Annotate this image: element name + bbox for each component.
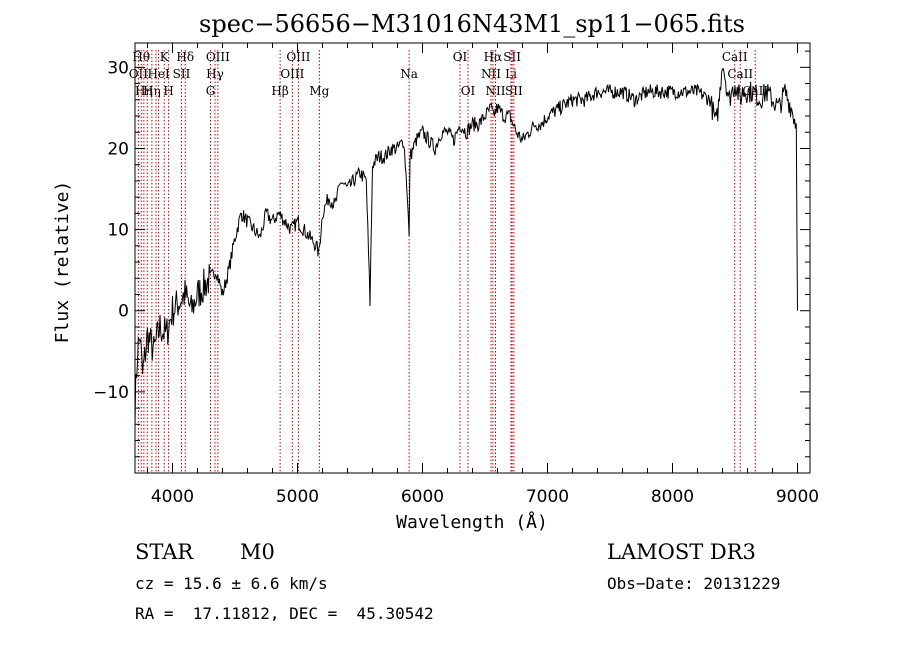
line-label-25: SII	[503, 50, 521, 64]
line-label-2: Hη	[135, 84, 153, 98]
line-label-20: OI	[461, 84, 476, 98]
line-label-18: Na	[400, 67, 418, 81]
line-label-10: Hδ	[176, 50, 194, 64]
line-label-27: CaII	[722, 50, 748, 64]
x-tick-label-4: 8000	[651, 487, 694, 507]
line-label-0: OII	[129, 67, 149, 81]
x-tick-label-2: 6000	[401, 487, 444, 507]
line-label-13: OIII	[206, 50, 230, 64]
y-tick-label-3: 20	[107, 139, 129, 159]
line-label-22: Hα	[484, 50, 503, 64]
line-label-11: G	[206, 84, 216, 98]
line-label-8: H	[163, 84, 173, 98]
x-tick-label-3: 7000	[526, 487, 569, 507]
line-label-6: HeI	[147, 67, 170, 81]
line-label-16: OIII	[286, 50, 310, 64]
redshift-info: cz = 15.6 ± 6.6 km/s	[135, 574, 328, 593]
plot-frame	[134, 42, 811, 474]
spectral-line-markers: OIIHθHηHηHeIKHSIIHδGHγOIIIHβOIIIOIIIMgNa…	[129, 50, 768, 473]
x-axis-label: Wavelength (Å)	[396, 511, 548, 533]
chart-title: spec−56656−M31016N43M1_sp11−065.fits	[199, 10, 745, 38]
line-label-14: Hβ	[271, 84, 288, 98]
obs-date: Obs−Date: 20131229	[607, 574, 781, 593]
x-tick-label-5: 9000	[776, 487, 819, 507]
line-label-28: CaII	[727, 67, 753, 81]
line-label-19: OI	[453, 50, 468, 64]
line-label-9: SII	[173, 67, 191, 81]
line-label-24: Li	[505, 67, 517, 81]
spectrum-line	[134, 68, 798, 426]
line-label-23: NII	[486, 84, 506, 98]
object-class: STAR	[135, 540, 194, 564]
y-tick-label-0: −10	[93, 383, 129, 403]
line-label-4: Hη	[143, 84, 161, 98]
survey-name: LAMOST DR3	[607, 540, 756, 564]
y-tick-label-1: 0	[118, 302, 129, 322]
line-label-1: Hθ	[132, 50, 150, 64]
x-axis-ticks: 4000 5000 6000 7000 8000 9000	[147, 43, 819, 507]
line-label-12: Hγ	[206, 67, 224, 81]
y-axis-ticks: −10 0 10 20 30	[93, 50, 810, 458]
x-tick-label-0: 4000	[151, 487, 194, 507]
y-axis-label: Flux (relative)	[52, 181, 73, 344]
line-label-21: NII	[481, 67, 501, 81]
line-label-7: K	[160, 50, 170, 64]
object-subclass: M0	[240, 540, 275, 564]
line-label-15: OIII	[280, 67, 304, 81]
x-tick-label-1: 5000	[276, 487, 319, 507]
y-tick-label-4: 30	[107, 58, 129, 78]
line-label-17: Mg	[309, 84, 329, 98]
coordinates: RA = 17.11812, DEC = 45.30542	[135, 604, 434, 623]
y-tick-label-2: 10	[107, 221, 129, 241]
line-label-26: SII	[505, 84, 523, 98]
